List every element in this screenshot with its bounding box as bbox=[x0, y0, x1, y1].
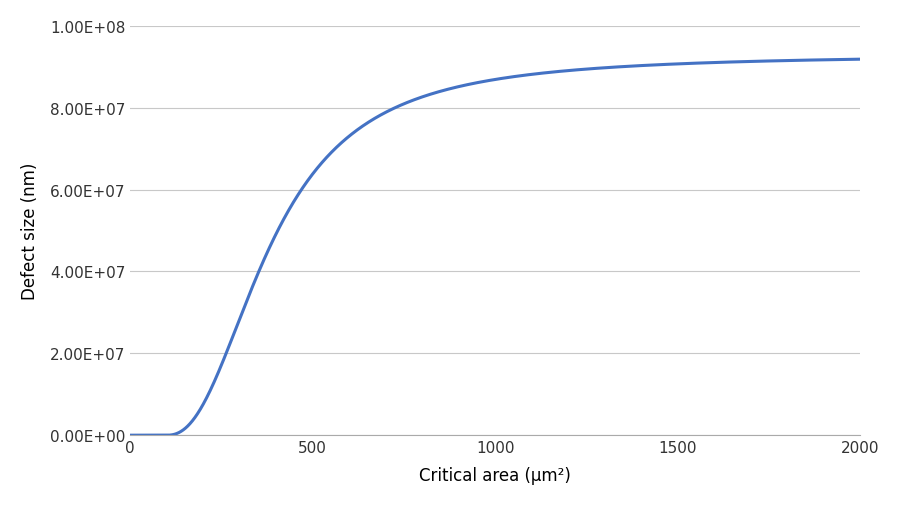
Y-axis label: Defect size (nm): Defect size (nm) bbox=[21, 163, 39, 299]
X-axis label: Critical area (μm²): Critical area (μm²) bbox=[419, 466, 571, 484]
